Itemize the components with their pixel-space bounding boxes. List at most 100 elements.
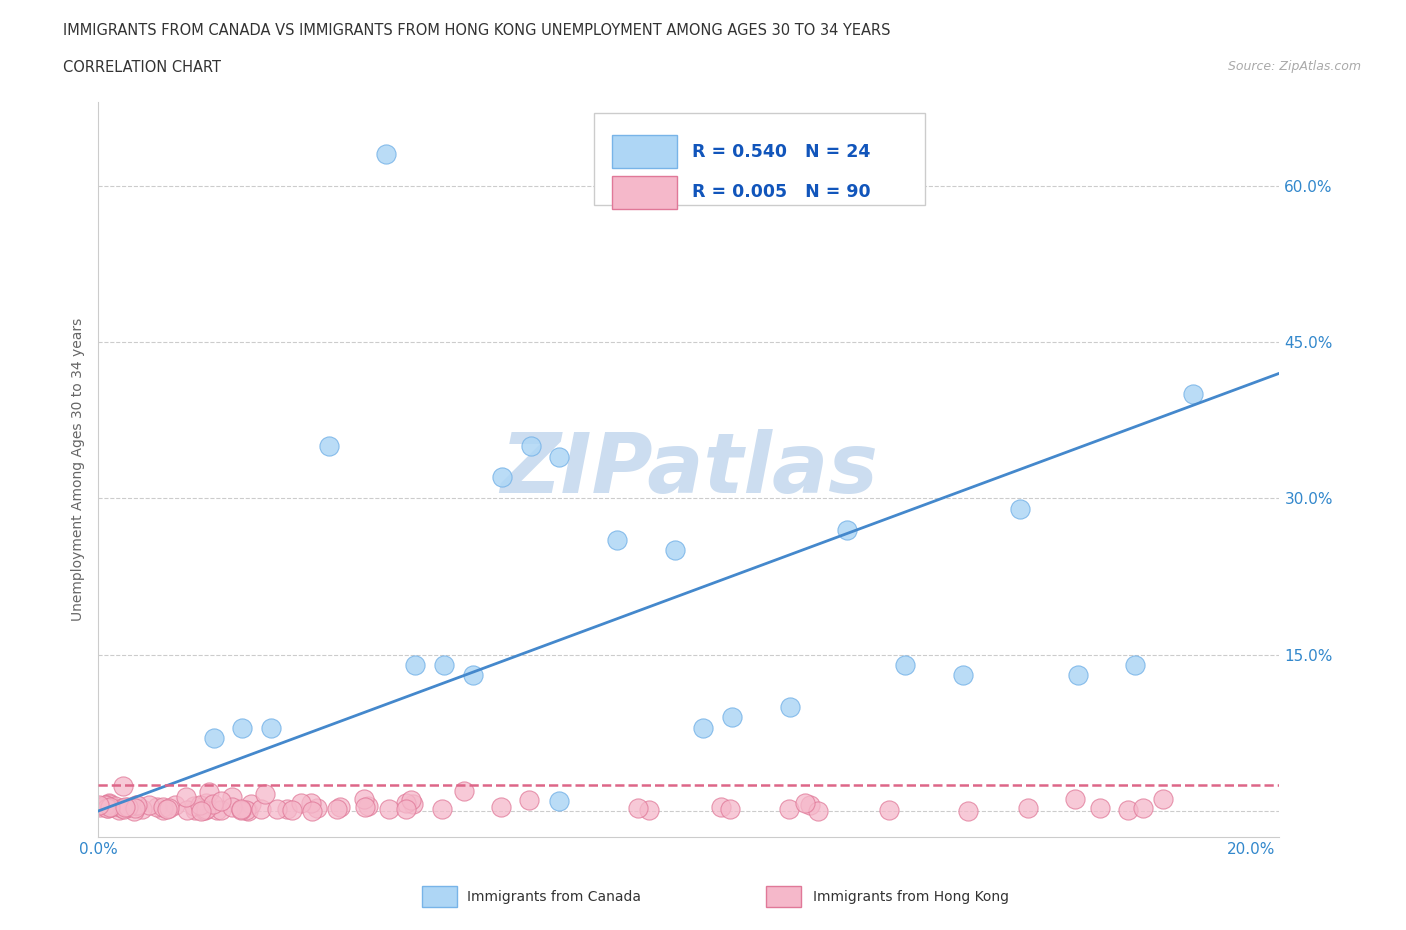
Point	[395, 802, 418, 817]
Point	[104, 798, 127, 813]
Point	[191, 803, 214, 817]
Point	[202, 731, 225, 746]
Point	[290, 796, 312, 811]
Point	[952, 668, 974, 683]
Text: ZIPatlas: ZIPatlas	[501, 429, 877, 511]
Point	[209, 793, 232, 808]
Point	[489, 800, 512, 815]
Point	[548, 793, 571, 808]
Text: R = 0.540   N = 24: R = 0.540 N = 24	[693, 142, 870, 161]
Point	[394, 796, 416, 811]
Point	[231, 720, 253, 735]
Point	[198, 784, 221, 799]
Point	[188, 797, 211, 812]
Point	[159, 800, 181, 815]
Point	[209, 803, 232, 817]
Point	[778, 802, 800, 817]
Point	[606, 533, 628, 548]
Point	[1153, 791, 1175, 806]
Point	[794, 796, 817, 811]
Point	[1063, 792, 1085, 807]
Point	[491, 470, 513, 485]
Text: Immigrants from Hong Kong: Immigrants from Hong Kong	[813, 889, 1008, 904]
Point	[260, 720, 283, 735]
Point	[721, 710, 744, 724]
Point	[165, 798, 187, 813]
Point	[221, 800, 243, 815]
Point	[98, 800, 121, 815]
Point	[266, 802, 288, 817]
Point	[779, 699, 801, 714]
Point	[1088, 800, 1111, 815]
Point	[183, 803, 205, 817]
Point	[433, 658, 456, 672]
Point	[96, 800, 118, 815]
Point	[122, 804, 145, 818]
Point	[1116, 803, 1139, 817]
Point	[461, 668, 484, 683]
Point	[301, 804, 323, 818]
Point	[152, 800, 174, 815]
Point	[626, 801, 648, 816]
Point	[156, 802, 179, 817]
Point	[637, 803, 659, 817]
Point	[112, 802, 135, 817]
Point	[202, 796, 225, 811]
Point	[89, 800, 111, 815]
Text: IMMIGRANTS FROM CANADA VS IMMIGRANTS FROM HONG KONG UNEMPLOYMENT AMONG AGES 30 T: IMMIGRANTS FROM CANADA VS IMMIGRANTS FRO…	[63, 23, 891, 38]
Point	[957, 804, 980, 818]
Point	[1125, 658, 1147, 672]
Point	[354, 800, 377, 815]
Point	[152, 803, 174, 817]
Text: R = 0.005   N = 90: R = 0.005 N = 90	[693, 183, 872, 201]
Point	[837, 522, 859, 537]
Point	[89, 797, 111, 812]
Point	[108, 803, 131, 817]
Point	[94, 798, 117, 813]
Point	[356, 799, 378, 814]
Point	[329, 799, 352, 814]
Point	[353, 791, 375, 806]
Point	[1010, 501, 1032, 516]
Point	[377, 802, 399, 817]
Point	[718, 802, 741, 817]
Point	[98, 797, 121, 812]
Point	[1182, 387, 1205, 402]
FancyBboxPatch shape	[612, 136, 678, 168]
FancyBboxPatch shape	[612, 176, 678, 209]
Point	[235, 803, 257, 817]
Text: Immigrants from Canada: Immigrants from Canada	[467, 889, 641, 904]
Point	[517, 792, 540, 807]
Point	[375, 147, 398, 162]
Point	[114, 799, 136, 814]
Point	[98, 795, 121, 810]
Point	[276, 802, 298, 817]
Point	[240, 796, 263, 811]
Point	[195, 802, 218, 817]
Point	[1132, 801, 1154, 816]
Point	[176, 803, 198, 817]
Point	[174, 790, 197, 804]
Point	[799, 798, 821, 813]
Point	[430, 802, 453, 817]
Point	[94, 798, 117, 813]
Point	[1067, 668, 1090, 683]
Point	[194, 795, 217, 810]
Point	[326, 802, 349, 817]
Point	[124, 798, 146, 813]
Point	[453, 784, 475, 799]
Point	[221, 790, 243, 804]
Point	[250, 801, 273, 816]
Point	[254, 786, 277, 801]
Point	[131, 802, 153, 817]
Text: Source: ZipAtlas.com: Source: ZipAtlas.com	[1227, 60, 1361, 73]
Point	[207, 803, 229, 817]
Point	[111, 778, 134, 793]
Point	[138, 798, 160, 813]
Y-axis label: Unemployment Among Ages 30 to 34 years: Unemployment Among Ages 30 to 34 years	[70, 318, 84, 621]
Point	[117, 799, 139, 814]
Point	[1017, 801, 1039, 816]
Point	[145, 800, 167, 815]
Point	[404, 658, 426, 672]
Point	[807, 804, 830, 818]
